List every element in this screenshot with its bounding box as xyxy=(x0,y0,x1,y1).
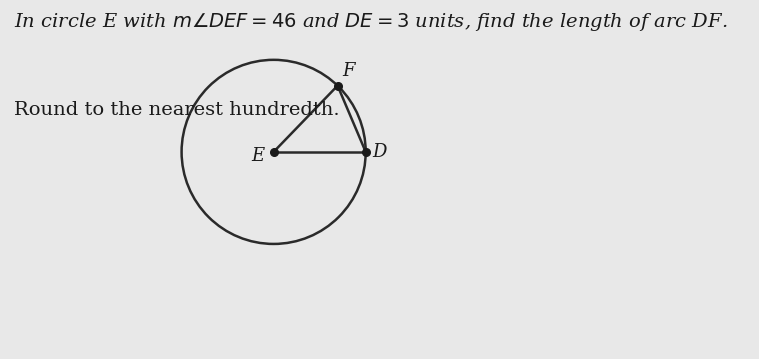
Text: D: D xyxy=(372,143,386,161)
Text: F: F xyxy=(342,62,354,80)
Text: Round to the nearest hundredth.: Round to the nearest hundredth. xyxy=(14,101,339,118)
Text: E: E xyxy=(251,146,264,164)
Text: In circle E with $m\angle DEF = 46$ and $DE = 3$ units, find the length of arc D: In circle E with $m\angle DEF = 46$ and … xyxy=(14,11,727,33)
